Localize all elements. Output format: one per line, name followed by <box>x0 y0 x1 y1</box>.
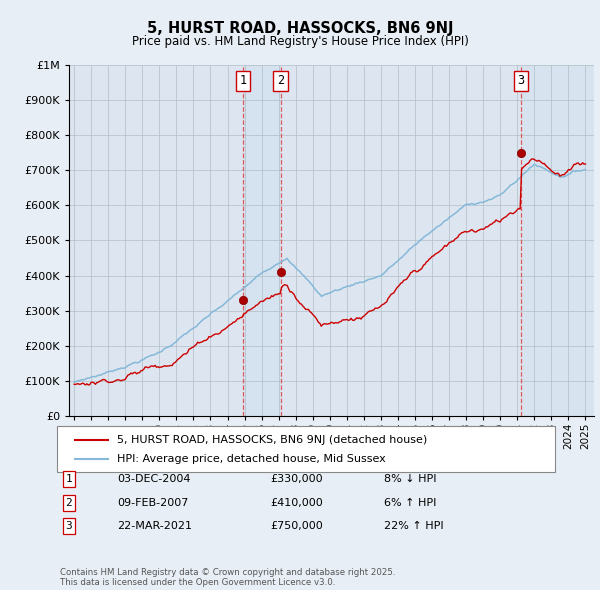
Text: £410,000: £410,000 <box>270 498 323 507</box>
Text: £330,000: £330,000 <box>270 474 323 484</box>
Text: 2: 2 <box>277 74 284 87</box>
Text: 3: 3 <box>65 522 73 531</box>
Text: 1: 1 <box>239 74 247 87</box>
Text: 03-DEC-2004: 03-DEC-2004 <box>117 474 191 484</box>
Text: Price paid vs. HM Land Registry's House Price Index (HPI): Price paid vs. HM Land Registry's House … <box>131 35 469 48</box>
Text: 1: 1 <box>65 474 73 484</box>
Text: Contains HM Land Registry data © Crown copyright and database right 2025.
This d: Contains HM Land Registry data © Crown c… <box>60 568 395 587</box>
Text: 22% ↑ HPI: 22% ↑ HPI <box>384 522 443 531</box>
Text: 2: 2 <box>65 498 73 507</box>
Text: 5, HURST ROAD, HASSOCKS, BN6 9NJ (detached house): 5, HURST ROAD, HASSOCKS, BN6 9NJ (detach… <box>117 435 427 445</box>
Text: 3: 3 <box>517 74 524 87</box>
Text: 5, HURST ROAD, HASSOCKS, BN6 9NJ: 5, HURST ROAD, HASSOCKS, BN6 9NJ <box>147 21 453 35</box>
Bar <box>243 65 281 416</box>
Text: HPI: Average price, detached house, Mid Sussex: HPI: Average price, detached house, Mid … <box>117 454 386 464</box>
Text: £750,000: £750,000 <box>270 522 323 531</box>
Text: 22-MAR-2021: 22-MAR-2021 <box>117 522 192 531</box>
Text: 8% ↓ HPI: 8% ↓ HPI <box>384 474 437 484</box>
Text: 09-FEB-2007: 09-FEB-2007 <box>117 498 188 507</box>
Text: 6% ↑ HPI: 6% ↑ HPI <box>384 498 436 507</box>
Bar <box>521 65 594 416</box>
